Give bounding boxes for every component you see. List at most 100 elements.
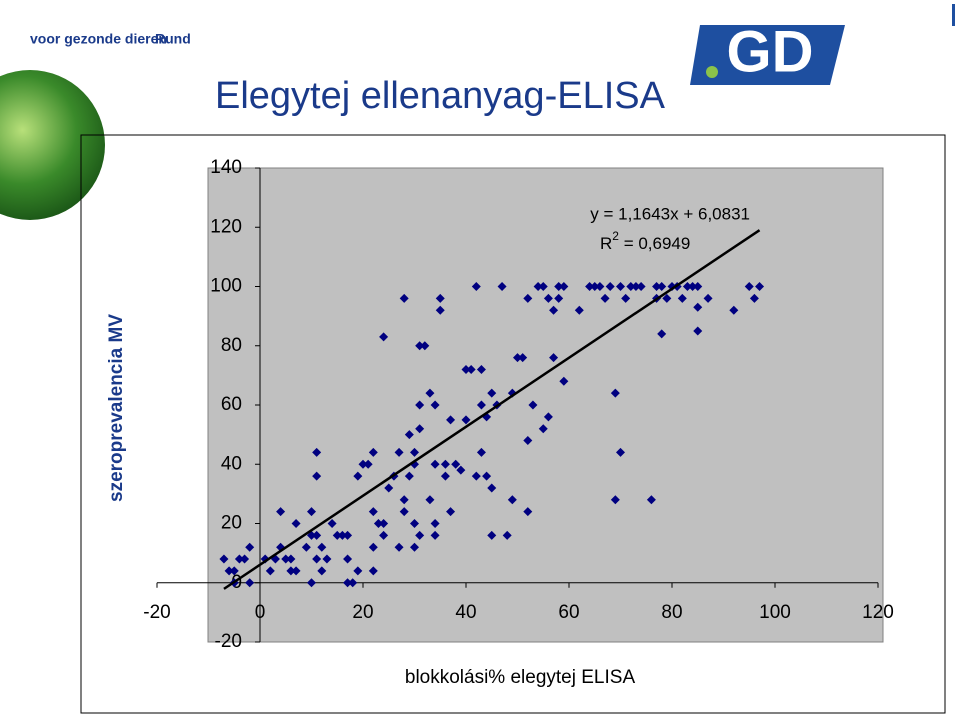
r-squared-part: = 0,6949 [619, 234, 690, 253]
data-point [461, 415, 471, 425]
x-tick-label: 40 [455, 602, 476, 623]
data-point [312, 447, 322, 457]
data-point [487, 388, 497, 398]
data-point [430, 530, 440, 540]
data-point [384, 483, 394, 493]
data-point [749, 293, 759, 303]
data-point [430, 459, 440, 469]
x-tick-label: 20 [352, 602, 373, 623]
data-point [657, 329, 667, 339]
tagline: voor gezonde dieren [30, 31, 167, 47]
data-point [554, 282, 564, 291]
data-point [559, 282, 569, 291]
data-point [343, 554, 353, 564]
r-squared: R2 = 0,6949 [600, 229, 690, 253]
data-point [394, 447, 404, 457]
data-point [343, 530, 353, 540]
data-point [466, 364, 476, 374]
data-point [440, 459, 450, 469]
data-point [543, 293, 553, 303]
data-point [368, 447, 378, 457]
data-point [358, 459, 368, 469]
data-point [523, 293, 533, 303]
data-point [219, 554, 229, 564]
data-point [394, 542, 404, 552]
data-point [590, 282, 600, 291]
data-point [368, 507, 378, 517]
data-point [502, 530, 512, 540]
data-point [652, 282, 662, 291]
x-tick-label: -20 [143, 602, 170, 623]
data-point [549, 305, 559, 315]
data-point [559, 376, 569, 386]
data-point [677, 293, 687, 303]
data-point [229, 566, 239, 576]
data-point [276, 507, 286, 517]
data-point [379, 332, 389, 342]
edge-mark [952, 4, 955, 26]
data-point [471, 282, 481, 291]
data-point [430, 400, 440, 410]
data-point [631, 282, 641, 291]
trendline [223, 229, 761, 590]
data-point [399, 507, 409, 517]
data-point [528, 400, 538, 410]
data-point [621, 293, 631, 303]
data-point [265, 566, 275, 576]
data-point [703, 293, 713, 303]
logo-text: GD [727, 19, 814, 84]
data-point [307, 578, 316, 588]
data-point [523, 436, 533, 446]
data-point [415, 400, 425, 410]
data-point [507, 495, 517, 505]
globe-decoration [0, 70, 105, 220]
data-point [657, 282, 667, 291]
tagline-bold: Rund [155, 31, 191, 47]
data-point [435, 293, 445, 303]
data-point [533, 282, 543, 291]
data-point [245, 542, 255, 552]
data-point [585, 282, 595, 291]
data-point [415, 341, 425, 351]
data-point [518, 353, 528, 363]
data-point [636, 282, 646, 291]
y-tick-label: 20 [221, 513, 242, 534]
data-point [646, 495, 656, 505]
data-point [616, 282, 625, 291]
data-point [610, 495, 620, 505]
data-point [610, 388, 620, 398]
data-point [513, 353, 522, 363]
x-tick-label: 80 [661, 602, 682, 623]
data-point [224, 566, 234, 576]
data-point [425, 495, 435, 505]
data-point [379, 519, 389, 528]
data-point [425, 388, 435, 398]
data-point [301, 542, 311, 552]
data-point [729, 305, 739, 315]
data-point [693, 282, 703, 291]
x-tick-label: 100 [759, 602, 791, 623]
data-point [600, 293, 610, 303]
chart-frame [80, 134, 946, 714]
y-tick-label: 100 [210, 276, 242, 297]
data-point [404, 471, 414, 481]
data-point [549, 353, 559, 363]
data-point [476, 447, 486, 457]
data-point [435, 305, 445, 315]
data-point [363, 459, 373, 469]
y-tick-label: 140 [210, 157, 242, 178]
data-point [487, 530, 497, 540]
x-axis-label: blokkolási% elegytej ELISA [405, 667, 636, 688]
data-point [605, 282, 615, 291]
data-point [410, 542, 419, 552]
data-point [543, 412, 553, 422]
data-point [482, 471, 492, 481]
data-point [291, 519, 301, 528]
data-point [312, 554, 322, 564]
data-point [456, 465, 466, 475]
data-point [317, 566, 327, 576]
data-point [538, 424, 548, 434]
data-point [616, 447, 625, 457]
data-point [662, 293, 672, 303]
